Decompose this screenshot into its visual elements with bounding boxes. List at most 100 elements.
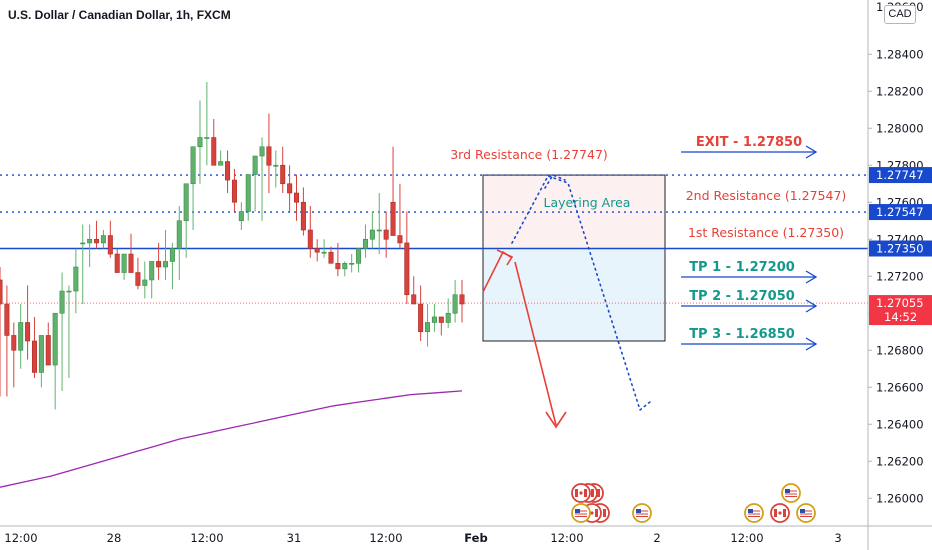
event-us-6[interactable] <box>796 503 816 523</box>
moving-average-layer <box>0 390 463 488</box>
candle[interactable] <box>204 82 210 166</box>
level-price-tag <box>869 240 932 257</box>
level-price-tag-label: 1.27350 <box>876 242 924 256</box>
candle[interactable] <box>335 242 341 277</box>
candle-body <box>73 266 79 292</box>
candle[interactable] <box>73 248 79 314</box>
candle-body <box>397 235 403 244</box>
candle[interactable] <box>445 298 451 329</box>
candle[interactable] <box>169 242 175 290</box>
candle[interactable] <box>176 205 182 280</box>
candle[interactable] <box>356 248 362 273</box>
candle[interactable] <box>87 224 93 267</box>
candle[interactable] <box>321 239 327 258</box>
candle-body <box>438 316 444 323</box>
candle[interactable] <box>452 279 458 323</box>
candle-body <box>135 272 141 286</box>
candle[interactable] <box>362 224 368 258</box>
tp2-arrow-head <box>805 299 818 313</box>
tp2-label: TP 2 - 1.27050 <box>689 289 795 304</box>
candle[interactable] <box>135 257 141 290</box>
candle[interactable] <box>121 253 127 280</box>
event-us-1[interactable] <box>571 503 591 523</box>
candle[interactable] <box>418 285 424 342</box>
current-price-tag-label: 1.27055 <box>876 296 924 310</box>
candle[interactable] <box>94 220 100 249</box>
us-flag-canton <box>785 489 790 493</box>
event-ca-6[interactable] <box>770 503 790 523</box>
candle[interactable] <box>280 146 286 193</box>
candle[interactable] <box>390 146 396 236</box>
candle[interactable] <box>459 279 465 323</box>
candle[interactable] <box>80 224 86 304</box>
event-us-3[interactable] <box>781 483 801 503</box>
candle[interactable] <box>314 239 320 262</box>
candle[interactable] <box>114 248 120 273</box>
candle[interactable] <box>294 174 300 221</box>
candles-layer <box>0 82 465 410</box>
event-us-4[interactable] <box>744 503 764 523</box>
candle[interactable] <box>369 211 375 249</box>
candle[interactable] <box>245 174 251 221</box>
candle[interactable] <box>238 202 244 230</box>
candle[interactable] <box>211 119 217 166</box>
candle-body <box>383 229 389 240</box>
candle-body <box>369 229 375 240</box>
candle[interactable] <box>266 113 272 193</box>
candle[interactable] <box>45 322 51 366</box>
candle[interactable] <box>259 137 265 221</box>
candle[interactable] <box>411 276 417 305</box>
candle[interactable] <box>52 312 58 410</box>
x-tick-label: 2 <box>653 531 660 545</box>
candle[interactable] <box>66 285 72 379</box>
candle[interactable] <box>149 261 155 299</box>
candle[interactable] <box>328 246 334 264</box>
candle-body <box>266 146 272 166</box>
candle[interactable] <box>225 150 231 193</box>
candle[interactable] <box>307 205 313 258</box>
candle[interactable] <box>438 316 444 336</box>
candle[interactable] <box>25 285 31 360</box>
candle[interactable] <box>231 168 237 212</box>
candle[interactable] <box>431 304 437 332</box>
candle[interactable] <box>38 335 44 388</box>
candle[interactable] <box>128 233 134 273</box>
candle-body <box>169 248 175 262</box>
candle[interactable] <box>383 211 389 258</box>
candle[interactable] <box>190 146 196 230</box>
event-ca-1[interactable] <box>571 483 591 503</box>
candle[interactable] <box>11 322 17 388</box>
candle[interactable] <box>142 261 148 299</box>
candle[interactable] <box>59 272 65 391</box>
candle-body <box>390 201 396 236</box>
candle[interactable] <box>31 316 37 378</box>
candle[interactable] <box>107 220 113 258</box>
candle[interactable] <box>0 267 3 397</box>
candle[interactable] <box>218 150 224 166</box>
candle-body <box>38 335 44 373</box>
candle[interactable] <box>183 183 189 258</box>
candle[interactable] <box>425 304 431 347</box>
event-us-2[interactable] <box>632 503 652 523</box>
candle-body <box>183 183 189 222</box>
candle[interactable] <box>18 304 24 369</box>
candle-body <box>425 322 431 333</box>
candle[interactable] <box>162 230 168 280</box>
candle[interactable] <box>342 261 348 277</box>
candle-body <box>335 262 341 270</box>
candle[interactable] <box>300 187 306 236</box>
us-flag-icon <box>785 489 797 497</box>
candle[interactable] <box>287 165 293 212</box>
currency-badge[interactable]: CAD <box>884 5 916 24</box>
candle[interactable] <box>4 285 10 397</box>
candle[interactable] <box>197 100 203 184</box>
candle[interactable] <box>273 150 279 188</box>
candle[interactable] <box>349 254 355 273</box>
candle[interactable] <box>397 183 403 249</box>
candle[interactable] <box>404 211 410 305</box>
candle[interactable] <box>376 193 382 255</box>
candle[interactable] <box>156 242 162 280</box>
candle[interactable] <box>252 155 258 212</box>
candle[interactable] <box>100 230 106 249</box>
